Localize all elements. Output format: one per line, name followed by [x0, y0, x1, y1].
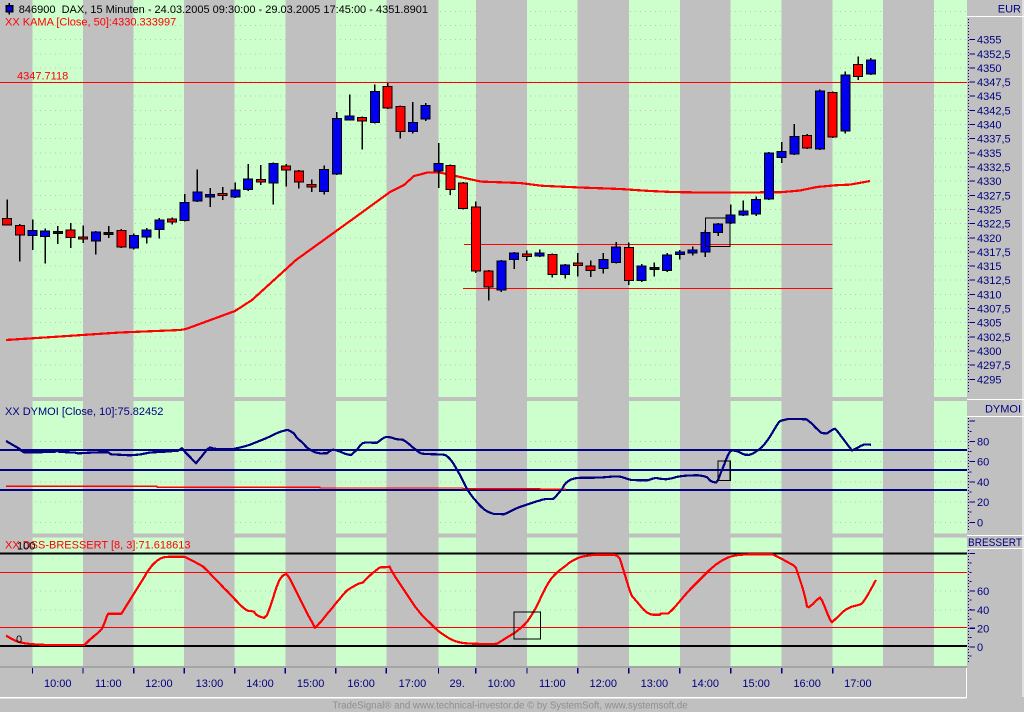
svg-text:4345: 4345	[977, 91, 1001, 103]
svg-text:11:00: 11:00	[539, 678, 566, 690]
svg-text:4315: 4315	[977, 261, 1001, 273]
svg-text:60: 60	[977, 457, 989, 469]
svg-text:4325: 4325	[977, 204, 1001, 216]
svg-text:4340: 4340	[977, 120, 1001, 132]
svg-text:4317,5: 4317,5	[977, 247, 1011, 259]
svg-text:DYMOI: DYMOI	[985, 404, 1021, 416]
svg-text:BRESSERT: BRESSERT	[968, 537, 1022, 549]
svg-text:13:00: 13:00	[641, 678, 669, 690]
svg-text:XX DSS-BRESSERT [8, 3]:71.6186: XX DSS-BRESSERT [8, 3]:71.618613	[5, 540, 190, 552]
svg-text:4307,5: 4307,5	[977, 304, 1011, 316]
svg-text:13:00: 13:00	[196, 678, 224, 690]
svg-text:4312,5: 4312,5	[977, 275, 1011, 287]
svg-text:4332,5: 4332,5	[977, 162, 1011, 174]
svg-text:15:00: 15:00	[297, 678, 325, 690]
svg-text:TradeSignal® and www.technical: TradeSignal® and www.technical-investor.…	[332, 701, 687, 712]
svg-text:4300: 4300	[977, 346, 1001, 358]
svg-text:4297,5: 4297,5	[977, 360, 1011, 372]
svg-text:4327,5: 4327,5	[977, 190, 1011, 202]
svg-text:10:00: 10:00	[44, 678, 72, 690]
svg-text:0: 0	[977, 642, 983, 654]
svg-text:17:00: 17:00	[399, 678, 427, 690]
svg-text:11:00: 11:00	[95, 678, 122, 690]
svg-text:4347,5: 4347,5	[977, 77, 1011, 89]
svg-text:20: 20	[977, 624, 989, 636]
svg-text:XX DYMOI [Close, 10]:75.82452: XX DYMOI [Close, 10]:75.82452	[5, 406, 163, 418]
svg-text:4355: 4355	[977, 35, 1001, 47]
svg-text:14:00: 14:00	[246, 678, 274, 690]
svg-text:4337,5: 4337,5	[977, 134, 1011, 146]
svg-text:846900 DAX, 15 Minuten - 24.0: 846900 DAX, 15 Minuten - 24.03.2005 09:3…	[19, 4, 428, 16]
svg-text:16:00: 16:00	[793, 678, 821, 690]
svg-text:XX KAMA [Close, 50]:4330.33399: XX KAMA [Close, 50]:4330.333997	[5, 17, 176, 29]
svg-text:0: 0	[977, 517, 983, 529]
svg-text:20: 20	[977, 497, 989, 509]
svg-text:4350: 4350	[977, 63, 1001, 75]
svg-text:4295: 4295	[977, 374, 1001, 386]
svg-text:14:00: 14:00	[691, 678, 719, 690]
svg-text:4322,5: 4322,5	[977, 219, 1011, 231]
svg-text:4352,5: 4352,5	[977, 49, 1011, 61]
svg-text:40: 40	[977, 477, 989, 489]
svg-text:EUR: EUR	[998, 4, 1021, 16]
svg-text:12:00: 12:00	[589, 678, 617, 690]
svg-text:17:00: 17:00	[844, 678, 872, 690]
svg-text:40: 40	[977, 605, 989, 617]
svg-text:15:00: 15:00	[742, 678, 770, 690]
svg-text:12:00: 12:00	[145, 678, 173, 690]
svg-text:60: 60	[977, 586, 989, 598]
svg-text:16:00: 16:00	[347, 678, 375, 690]
svg-text:4320: 4320	[977, 233, 1001, 245]
svg-text:4302,5: 4302,5	[977, 332, 1011, 344]
svg-text:4342,5: 4342,5	[977, 105, 1011, 117]
svg-text:80: 80	[977, 436, 989, 448]
svg-text:100: 100	[17, 541, 35, 553]
svg-text:4330: 4330	[977, 176, 1001, 188]
svg-text:0: 0	[16, 634, 22, 646]
svg-text:10:00: 10:00	[488, 678, 516, 690]
svg-text:4335: 4335	[977, 148, 1001, 160]
svg-text:29.: 29.	[450, 678, 465, 690]
svg-text:4347.7118: 4347.7118	[17, 71, 68, 83]
svg-text:4305: 4305	[977, 318, 1001, 330]
svg-text:4310: 4310	[977, 289, 1001, 301]
